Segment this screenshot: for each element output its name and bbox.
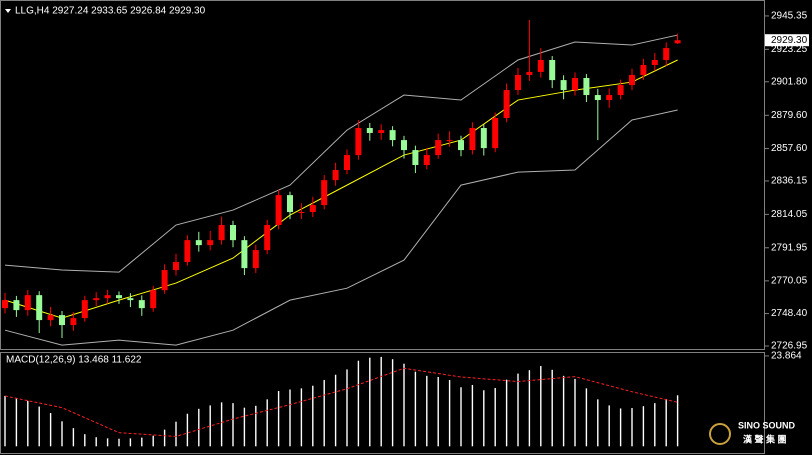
candle-body <box>583 77 590 96</box>
candle-body <box>173 262 179 271</box>
candle-body <box>446 140 453 142</box>
y-tick-label: 2923.25 <box>771 44 808 55</box>
macd-panel-frame <box>0 352 765 454</box>
candle-body <box>537 59 544 72</box>
candle-body <box>412 150 419 166</box>
y-tick-label: 2770.05 <box>771 276 808 287</box>
candle-body <box>264 225 271 251</box>
watermark-brand: SINO SOUND <box>738 420 796 430</box>
candle-body <box>104 295 111 299</box>
candle-body <box>275 195 282 226</box>
candle-body <box>24 295 31 311</box>
indicator-line <box>4 34 678 273</box>
candle-body <box>70 318 77 326</box>
candle-body <box>298 212 305 214</box>
candle-body <box>651 59 658 65</box>
candle-body <box>127 298 134 301</box>
candle-body <box>81 300 88 319</box>
candle-body <box>503 90 510 119</box>
y-tick-label: 2857.60 <box>771 143 808 154</box>
candle-body <box>332 170 339 181</box>
price-panel-frame <box>0 0 765 350</box>
candle-body <box>560 80 567 91</box>
candle-body <box>572 77 578 91</box>
y-tick-label: 2814.05 <box>771 209 808 220</box>
candle-body <box>480 128 487 149</box>
candle-body <box>378 130 385 133</box>
candle-body <box>663 48 670 60</box>
candle-body <box>161 270 168 291</box>
candle-body <box>241 240 248 269</box>
y-tick-label: 2879.60 <box>771 110 808 121</box>
candle-body <box>150 290 157 309</box>
candle-body <box>309 205 316 213</box>
candle-body <box>674 40 681 44</box>
candle-body <box>629 74 635 86</box>
candle-body <box>526 71 533 75</box>
candle-body <box>389 130 396 141</box>
candle-body <box>355 128 362 156</box>
candle-body <box>435 140 442 156</box>
candle-body <box>423 155 430 166</box>
indicator-line <box>4 109 678 346</box>
candle-body <box>218 225 225 241</box>
y-tick-label: 2836.15 <box>771 176 808 187</box>
candle-body <box>252 250 259 269</box>
candle-body <box>469 128 476 151</box>
candle-body <box>617 85 624 96</box>
candle-body <box>138 300 145 309</box>
watermark-sub: 漢 聲 集 團 <box>743 433 787 444</box>
last-price-box <box>765 34 809 47</box>
candle-body <box>230 225 236 241</box>
candle-body <box>344 155 350 171</box>
candle-body <box>549 59 556 81</box>
candle-body <box>13 300 20 311</box>
candle-body <box>458 140 464 151</box>
candle-body <box>366 128 373 133</box>
candle-body <box>321 180 328 206</box>
y-tick-label: 2726.95 <box>771 341 808 352</box>
candle-body <box>195 240 202 246</box>
y-tick-label: 2748.40 <box>771 308 808 319</box>
candle-body <box>36 295 43 321</box>
watermark-logo <box>709 423 731 445</box>
candle-body <box>184 240 191 263</box>
candle-body <box>287 195 293 213</box>
candle-body <box>515 74 521 91</box>
candle-body <box>401 140 407 151</box>
y-tick-label: 2901.80 <box>771 76 808 87</box>
candle-body <box>492 118 499 149</box>
candle-body <box>207 240 214 246</box>
candle-body <box>47 315 54 321</box>
y-tick-label: 2945.35 <box>771 11 808 22</box>
chart-header: LLG,H4 2927.24 2933.65 2926.84 2929.30 <box>15 6 206 17</box>
candle-body <box>2 300 8 309</box>
watermark: SINO SOUND 漢 聲 集 團 <box>709 420 796 445</box>
candle-body <box>59 315 65 326</box>
last-price-label: 2929.30 <box>771 35 808 46</box>
macd-title: MACD(12,26,9) 13.468 11.622 <box>6 355 142 366</box>
header-arrow <box>5 9 11 13</box>
y-tick-label: 2791.95 <box>771 242 808 253</box>
candle-body <box>640 64 647 75</box>
candle-body <box>116 295 122 299</box>
signal-line <box>4 367 678 437</box>
candle-body <box>594 95 601 101</box>
candle-body <box>606 95 613 101</box>
candle-body <box>93 298 100 301</box>
y-tick-label: 23.864 <box>771 351 802 362</box>
